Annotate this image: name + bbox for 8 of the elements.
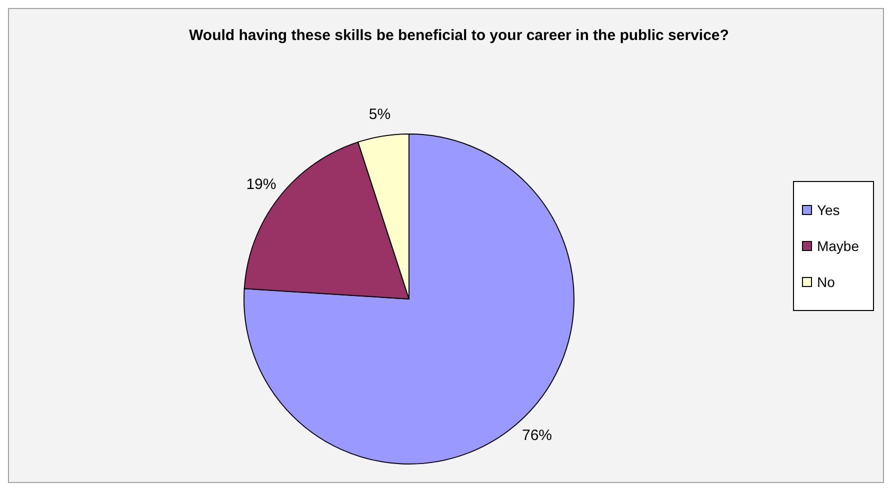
data-label: 5% <box>368 106 391 123</box>
legend-label: Maybe <box>816 238 859 254</box>
legend-label: Yes <box>816 202 840 218</box>
data-label: 19% <box>246 176 276 193</box>
legend-label: No <box>816 274 835 290</box>
pie-slice <box>244 134 574 464</box>
data-label: 76% <box>522 426 552 444</box>
chart-title: Would having these skills be beneficial to your career in the public service? <box>188 26 730 46</box>
